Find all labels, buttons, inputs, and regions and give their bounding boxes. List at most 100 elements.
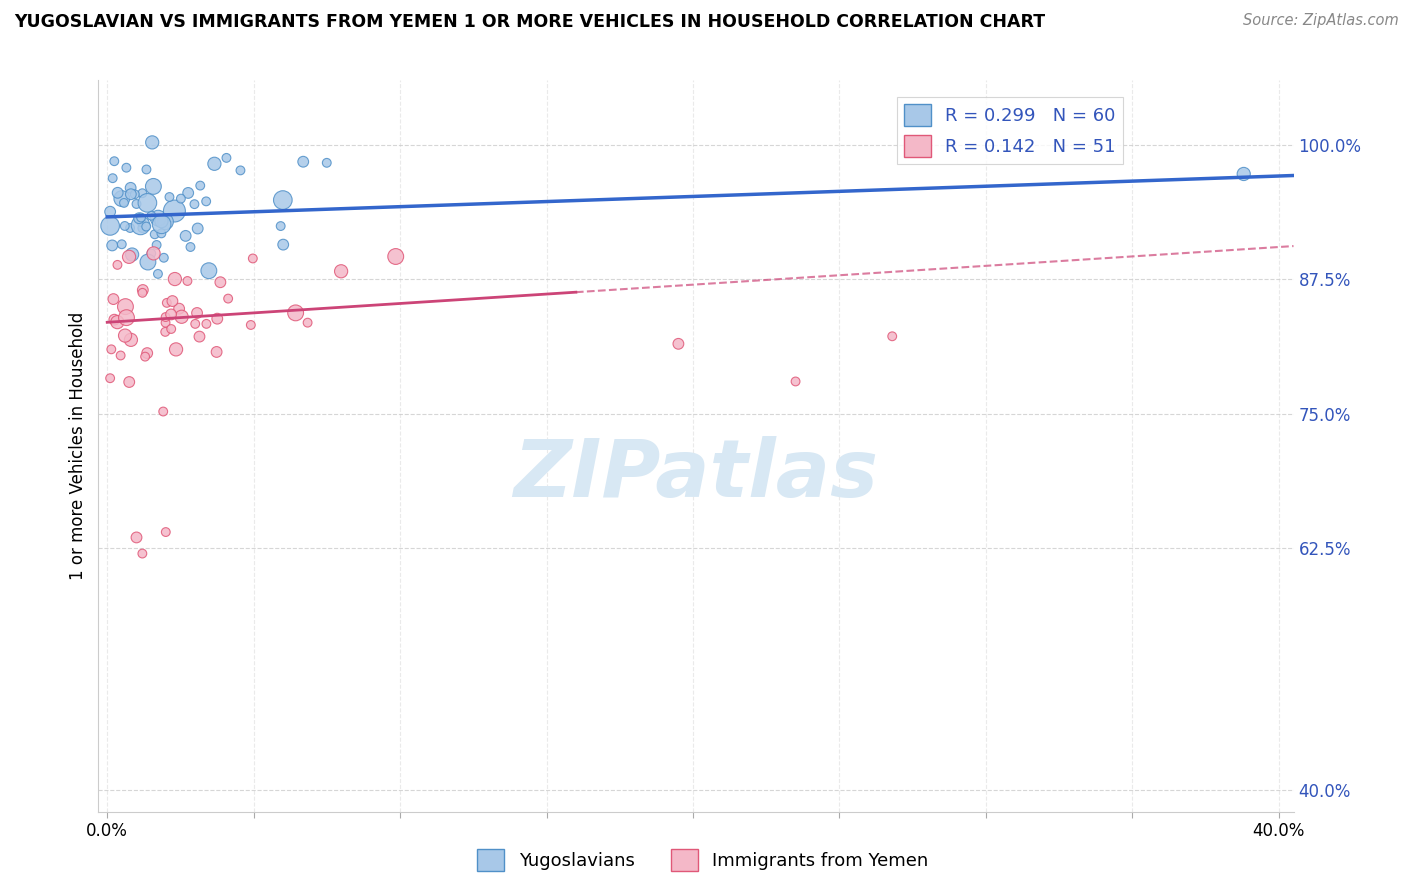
Point — [98, 204, 121, 219]
Point — [270, 219, 292, 233]
Point — [195, 317, 218, 331]
Point — [785, 375, 807, 389]
Point — [114, 219, 136, 233]
Point — [98, 219, 121, 233]
Point — [146, 267, 169, 281]
Point — [114, 300, 136, 314]
Point — [110, 349, 132, 363]
Point — [162, 294, 184, 309]
Point — [135, 162, 157, 177]
Point — [142, 246, 165, 260]
Point — [120, 181, 142, 195]
Point — [159, 190, 181, 204]
Point — [205, 345, 228, 359]
Point — [195, 194, 218, 209]
Point — [163, 204, 186, 219]
Point — [217, 292, 239, 306]
Point — [105, 315, 128, 329]
Point — [121, 247, 143, 261]
Point — [229, 163, 252, 178]
Point — [107, 258, 129, 272]
Point — [155, 316, 177, 330]
Point — [150, 217, 173, 231]
Point — [202, 157, 225, 171]
Point — [131, 221, 153, 235]
Point — [242, 252, 264, 266]
Point — [153, 251, 176, 265]
Point — [131, 186, 153, 201]
Point — [271, 193, 294, 207]
Point — [160, 308, 183, 322]
Point — [160, 322, 183, 336]
Point — [111, 192, 134, 206]
Point — [98, 371, 121, 385]
Point — [103, 312, 125, 326]
Point — [207, 311, 229, 326]
Point — [142, 179, 165, 194]
Point — [136, 195, 159, 210]
Point — [101, 238, 124, 252]
Point — [141, 136, 163, 150]
Legend: R = 0.299   N = 60, R = 0.142   N = 51: R = 0.299 N = 60, R = 0.142 N = 51 — [897, 96, 1123, 164]
Point — [115, 161, 138, 175]
Point — [284, 306, 307, 320]
Point — [239, 318, 262, 332]
Point — [176, 274, 198, 288]
Point — [292, 154, 315, 169]
Point — [170, 192, 193, 206]
Point — [186, 306, 208, 320]
Point — [150, 227, 173, 241]
Point — [134, 350, 156, 364]
Point — [198, 263, 221, 277]
Point — [183, 197, 205, 211]
Point — [155, 524, 177, 539]
Point — [120, 333, 142, 347]
Point — [141, 246, 163, 260]
Point — [271, 237, 294, 252]
Point — [188, 178, 211, 193]
Point — [101, 171, 124, 186]
Point — [1233, 167, 1256, 181]
Point — [384, 250, 406, 264]
Point — [187, 221, 209, 235]
Point — [167, 301, 190, 316]
Point — [315, 156, 337, 170]
Text: Source: ZipAtlas.com: Source: ZipAtlas.com — [1243, 13, 1399, 29]
Point — [124, 187, 146, 202]
Point — [163, 272, 186, 286]
Point — [103, 292, 125, 306]
Point — [141, 209, 163, 223]
Point — [107, 186, 129, 200]
Point — [100, 343, 122, 357]
Point — [146, 211, 169, 226]
Point — [666, 336, 689, 351]
Point — [177, 186, 200, 200]
Y-axis label: 1 or more Vehicles in Household: 1 or more Vehicles in Household — [69, 312, 87, 580]
Point — [184, 317, 207, 331]
Point — [143, 227, 166, 242]
Point — [215, 151, 238, 165]
Point — [118, 250, 141, 264]
Point — [135, 219, 157, 234]
Point — [112, 195, 135, 210]
Point — [170, 310, 193, 324]
Point — [129, 211, 152, 225]
Point — [111, 237, 134, 252]
Point — [152, 404, 174, 418]
Point — [120, 187, 142, 202]
Point — [330, 264, 353, 278]
Point — [165, 343, 187, 357]
Point — [118, 375, 141, 389]
Legend: Yugoslavians, Immigrants from Yemen: Yugoslavians, Immigrants from Yemen — [470, 842, 936, 879]
Point — [188, 329, 211, 343]
Point — [128, 211, 150, 226]
Point — [125, 530, 148, 544]
Point — [174, 228, 197, 243]
Point — [129, 219, 152, 233]
Point — [120, 221, 142, 235]
Point — [115, 310, 138, 325]
Point — [882, 329, 904, 343]
Point — [179, 240, 201, 254]
Point — [103, 154, 125, 169]
Point — [136, 255, 159, 269]
